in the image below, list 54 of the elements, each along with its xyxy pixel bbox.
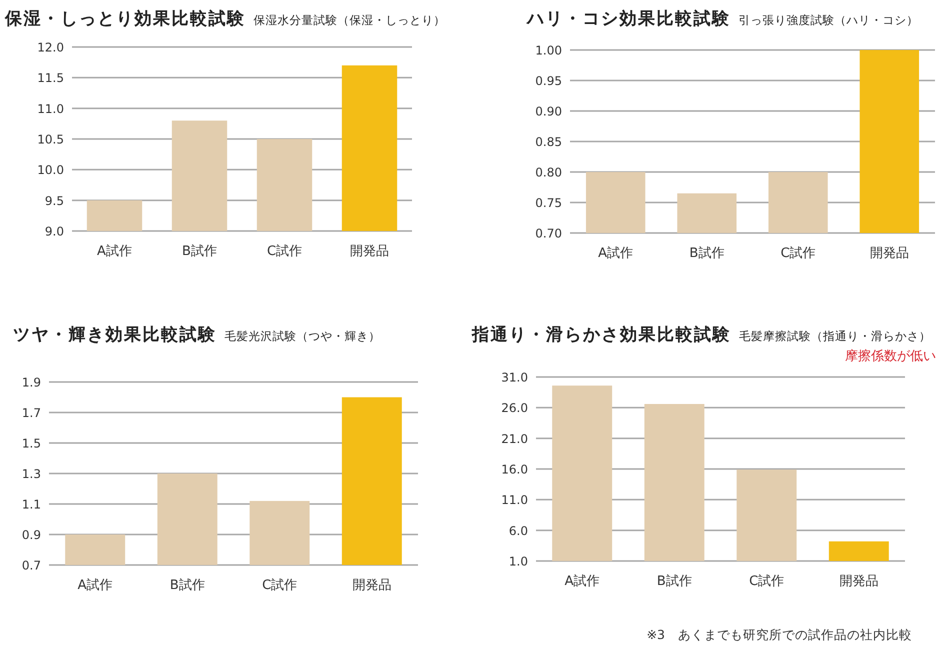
chart-subtitle: 引っ張り強度試験（ハリ・コシ） [738, 13, 918, 27]
y-tick-label: 1.0 [508, 554, 528, 568]
y-tick-label: 1.3 [22, 467, 41, 481]
y-tick-label: 1.5 [22, 436, 41, 450]
x-tick-label: B試作 [656, 574, 692, 589]
x-tick-label: B試作 [170, 578, 205, 593]
y-tick-label: 11.5 [37, 71, 64, 86]
y-tick-label: 11.0 [37, 102, 64, 116]
y-tick-label: 6.0 [508, 524, 528, 538]
y-tick-label: 0.7 [22, 558, 41, 572]
x-tick-label: C試作 [780, 246, 816, 261]
y-tick-label: 10.0 [37, 163, 64, 178]
x-tick-label: A試作 [598, 246, 634, 261]
y-tick-label: 0.95 [535, 74, 562, 88]
y-tick-label: 1.9 [22, 376, 41, 390]
y-tick-label: 0.70 [535, 226, 562, 240]
y-tick-label: 0.9 [22, 528, 41, 542]
text: 摩擦係数が低い [845, 349, 936, 364]
y-tick-label: 16.0 [501, 462, 528, 476]
x-tick-label: C試作 [262, 578, 298, 593]
chart-subtitle: 毛髪光沢試験（つや・輝き） [224, 329, 380, 343]
y-tick-label: 1.00 [535, 44, 562, 58]
chart-subtitle: 毛髪摩擦試験（指通り・滑らかさ） [739, 329, 931, 343]
y-tick-label: 21.0 [501, 432, 528, 446]
chart-title: ハリ・コシ効果比較試験 [525, 9, 730, 29]
y-tick-label: 0.85 [535, 135, 562, 149]
y-tick-label: 1.1 [22, 498, 41, 512]
x-tick-label: A試作 [78, 578, 113, 593]
y-tick-label: 26.0 [501, 401, 528, 416]
chart-subtitle: 保湿水分量試験（保湿・しっとり） [254, 13, 446, 27]
y-tick-label: 1.7 [22, 406, 41, 420]
x-tick-label: 開発品 [350, 244, 389, 259]
y-tick-label: 0.75 [535, 196, 562, 210]
y-tick-label: 31.0 [501, 370, 528, 384]
y-tick-label: 0.90 [535, 104, 562, 118]
chart-title: ツヤ・輝き効果比較試験 [13, 325, 216, 345]
x-tick-label: C試作 [749, 574, 784, 589]
chart-title: 指通り・滑らかさ効果比較試験 [471, 325, 731, 345]
x-tick-label: 開発品 [352, 578, 392, 593]
text: ※3 あくまでも研究所での試作品の社内比較 [646, 627, 912, 642]
y-tick-label: 12.0 [37, 40, 64, 54]
x-tick-label: 開発品 [870, 246, 909, 261]
x-tick-label: A試作 [564, 574, 600, 589]
x-tick-label: A試作 [97, 244, 132, 259]
x-tick-label: B試作 [689, 246, 724, 261]
x-tick-label: C試作 [266, 244, 302, 259]
chart-title: 保湿・しっとり効果比較試験 [4, 9, 246, 29]
x-tick-label: B試作 [182, 244, 217, 259]
y-tick-label: 11.0 [501, 493, 528, 508]
x-tick-label: 開発品 [839, 574, 878, 589]
y-tick-label: 9.5 [44, 194, 64, 208]
y-tick-label: 10.5 [37, 132, 64, 146]
y-tick-label: 0.80 [535, 166, 562, 180]
y-tick-label: 9.0 [44, 224, 64, 238]
